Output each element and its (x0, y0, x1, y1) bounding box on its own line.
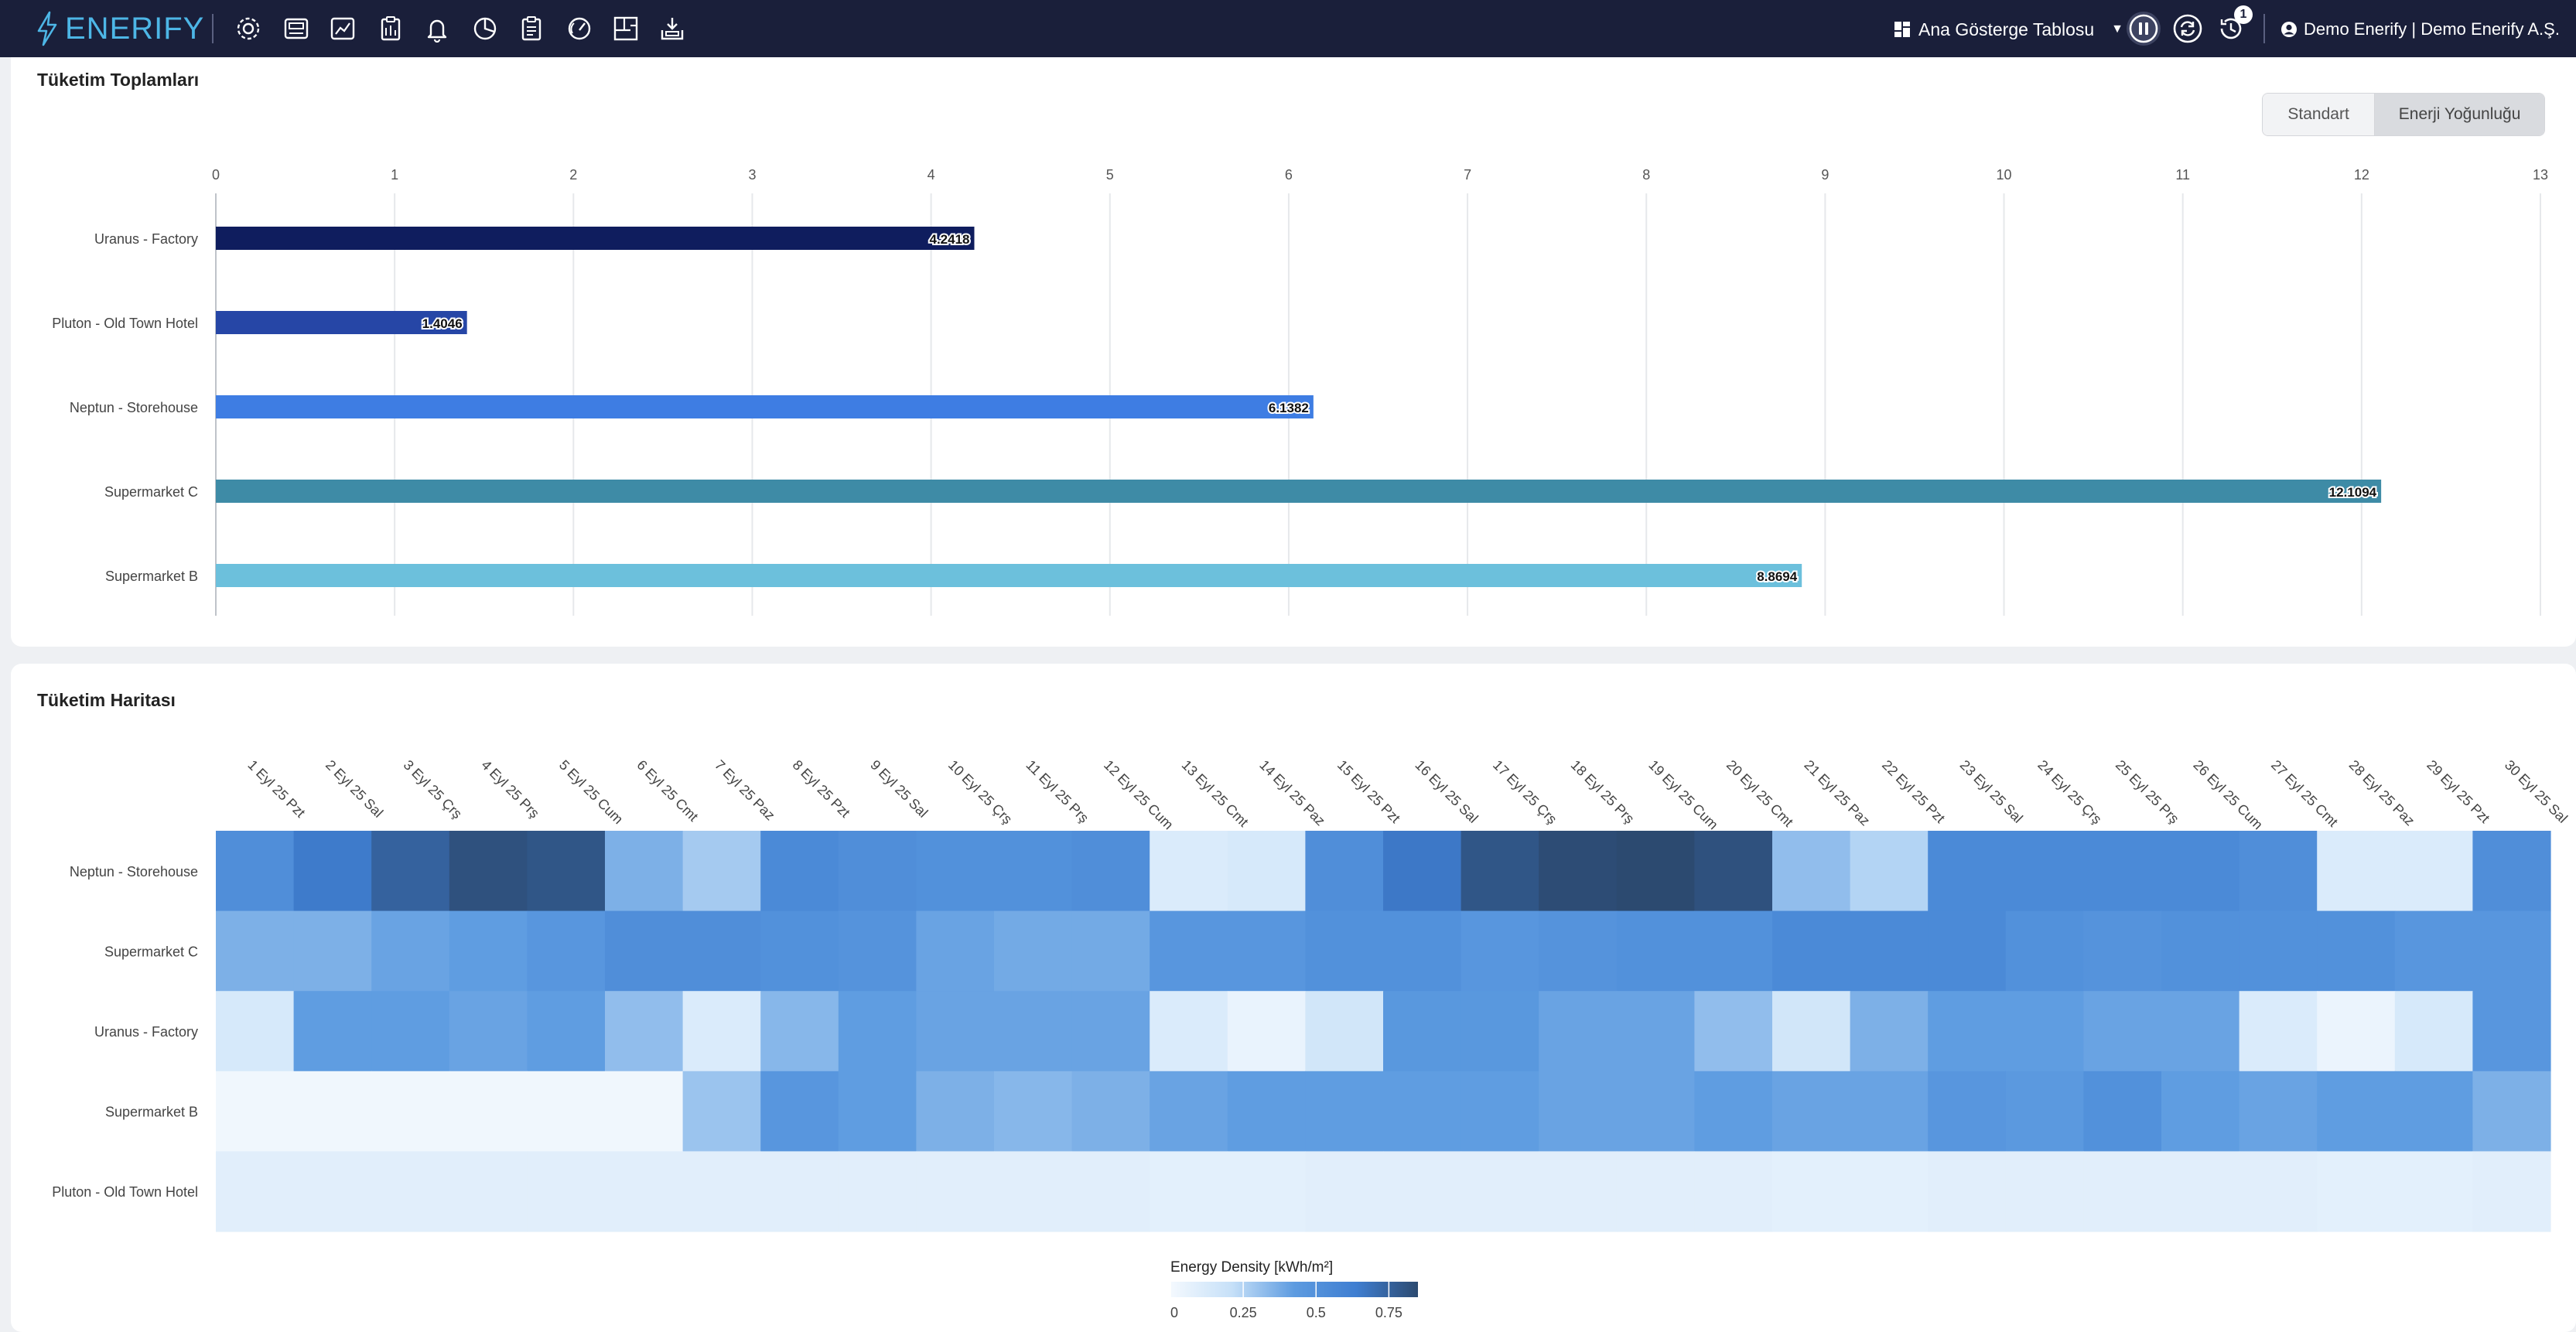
clipboard-nav-button[interactable] (515, 12, 548, 45)
app-logo-text: ENERIFY (65, 11, 205, 46)
report-icon (381, 16, 401, 41)
dashboard-grid-icon (1894, 22, 1910, 37)
refresh-icon (2173, 14, 2202, 43)
consumption-totals-card (11, 57, 2576, 647)
pie-chart-nav-button[interactable] (469, 12, 501, 45)
consumption-map-card (11, 664, 2576, 1332)
user-menu[interactable]: Demo Enerify | Demo Enerify A.Ş. (2280, 15, 2560, 43)
lightning-logo-icon (37, 11, 57, 46)
meter-nav-button[interactable] (280, 12, 313, 45)
divider (2263, 14, 2265, 43)
floorplan-icon (613, 16, 638, 41)
top-navigation-bar: ENERIFY Ana Gösterge Tablosu ▼ (0, 0, 2576, 57)
notifications-button[interactable]: 1 (2214, 5, 2253, 46)
divider (212, 14, 214, 43)
energy-density-view-button[interactable]: Enerji Yoğunluğu (2375, 94, 2544, 135)
line-chart-nav-button[interactable] (326, 12, 359, 45)
download-box-icon (661, 18, 684, 40)
consumption-totals-title: Tüketim Toplamları (37, 70, 200, 90)
bell-nav-button[interactable] (421, 12, 453, 45)
consumption-map-title: Tüketim Haritası (37, 690, 176, 710)
view-mode-toggle: Standart Enerji Yoğunluğu (2262, 93, 2545, 136)
chevron-down-icon: ▼ (2111, 22, 2124, 36)
app-logo[interactable]: ENERIFY (34, 11, 204, 46)
report-nav-button[interactable] (374, 12, 407, 45)
gear-nav-button[interactable] (232, 12, 265, 45)
gauge-icon (568, 17, 591, 40)
dashboard-selector[interactable]: Ana Gösterge Tablosu ▼ (1894, 15, 2123, 43)
user-label: Demo Enerify | Demo Enerify A.Ş. (2304, 19, 2560, 39)
notification-count-badge: 1 (2234, 5, 2253, 24)
dashboard-selector-label: Ana Gösterge Tablosu (1918, 19, 2095, 39)
gear-icon (237, 17, 260, 40)
meter-icon (284, 18, 309, 39)
refresh-button[interactable] (2171, 12, 2205, 46)
line-chart-icon (330, 17, 355, 40)
download-box-nav-button[interactable] (656, 12, 688, 45)
bell-icon (427, 19, 447, 43)
pause-button[interactable] (2127, 12, 2161, 46)
history-icon (2220, 18, 2242, 39)
floorplan-nav-button[interactable] (610, 12, 642, 45)
standard-view-button[interactable]: Standart (2263, 94, 2376, 135)
clipboard-icon (521, 16, 542, 41)
user-icon (2281, 22, 2297, 37)
gauge-nav-button[interactable] (563, 12, 596, 45)
pause-icon (2129, 14, 2158, 43)
pie-chart-icon (473, 17, 497, 40)
